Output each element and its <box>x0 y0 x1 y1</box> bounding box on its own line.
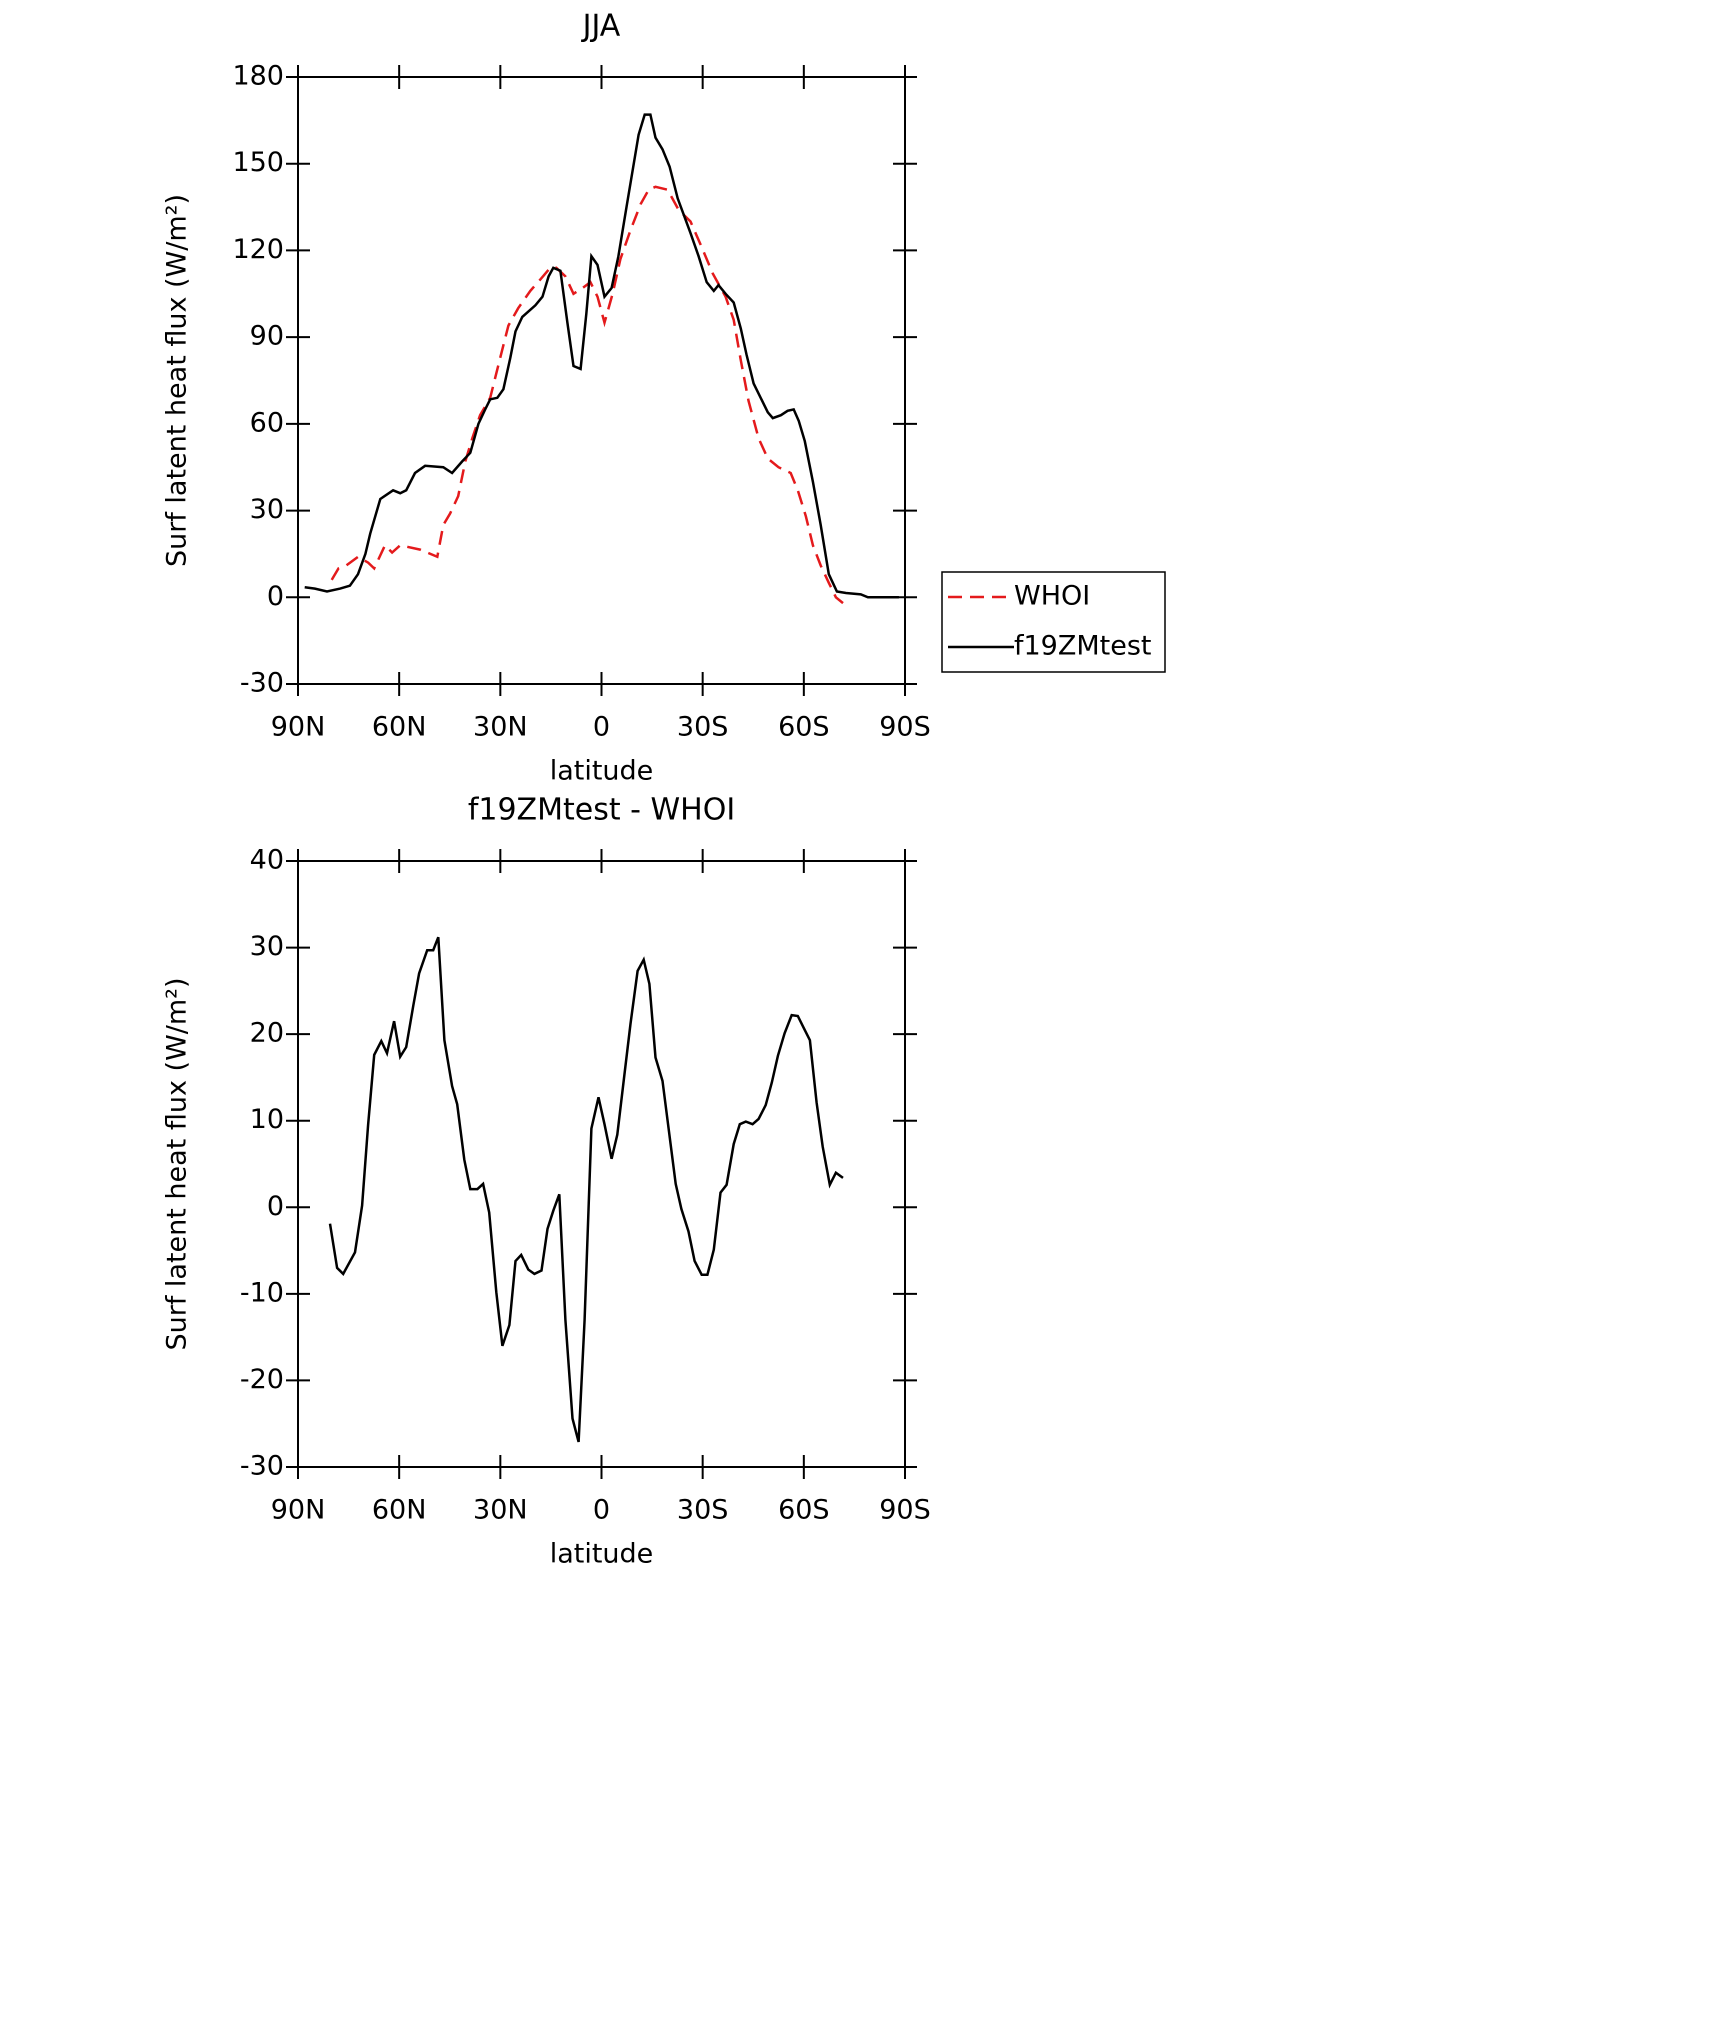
y-tick-label: 30 <box>250 494 284 525</box>
x-tick-label: 30N <box>473 1495 528 1526</box>
y-tick-label: 150 <box>232 147 284 178</box>
chart-title: f19ZMtest - WHOI <box>468 793 735 828</box>
x-tick-label: 30N <box>473 712 528 743</box>
y-tick-label: 10 <box>250 1104 284 1135</box>
x-tick-label: 90S <box>879 1495 931 1526</box>
plot-frame <box>297 76 906 685</box>
x-tick-label: 0 <box>593 712 610 743</box>
y-tick-label: -10 <box>240 1277 284 1308</box>
legend-label: WHOI <box>1014 581 1090 612</box>
data-line <box>330 185 844 605</box>
y-tick-label: -30 <box>240 1451 284 1482</box>
x-tick-label: 90N <box>271 1495 326 1526</box>
x-tick-label: 90S <box>879 712 931 743</box>
data-line <box>304 113 899 599</box>
y-tick-label: 120 <box>232 234 284 265</box>
x-tick-label: 0 <box>593 1495 610 1526</box>
y-axis-label: Surf latent heat flux (W/m²) <box>162 977 193 1350</box>
x-tick-label: 90N <box>271 712 326 743</box>
chart-title: JJA <box>581 9 621 44</box>
data-line <box>328 936 844 1443</box>
y-tick-label: 90 <box>250 321 284 352</box>
x-tick-label: 30S <box>677 1495 729 1526</box>
y-tick-label: 0 <box>267 581 284 612</box>
y-tick-label: -20 <box>240 1364 284 1395</box>
x-axis-label: latitude <box>550 1539 654 1570</box>
x-tick-label: 60S <box>778 712 830 743</box>
y-axis-label: Surf latent heat flux (W/m²) <box>162 194 193 567</box>
legend-label: f19ZMtest <box>1014 631 1152 662</box>
legend-box <box>941 571 1166 673</box>
x-tick-label: 60N <box>372 1495 427 1526</box>
y-tick-label: 180 <box>232 61 284 92</box>
y-tick-label: 20 <box>250 1018 284 1049</box>
x-axis-label: latitude <box>550 756 654 787</box>
x-tick-label: 30S <box>677 712 729 743</box>
y-tick-label: 40 <box>250 845 284 876</box>
y-tick-label: 0 <box>267 1191 284 1222</box>
y-tick-label: -30 <box>240 668 284 699</box>
plot-frame <box>297 860 906 1468</box>
x-tick-label: 60S <box>778 1495 830 1526</box>
y-tick-label: 60 <box>250 407 284 438</box>
y-tick-label: 30 <box>250 931 284 962</box>
x-tick-label: 60N <box>372 712 427 743</box>
